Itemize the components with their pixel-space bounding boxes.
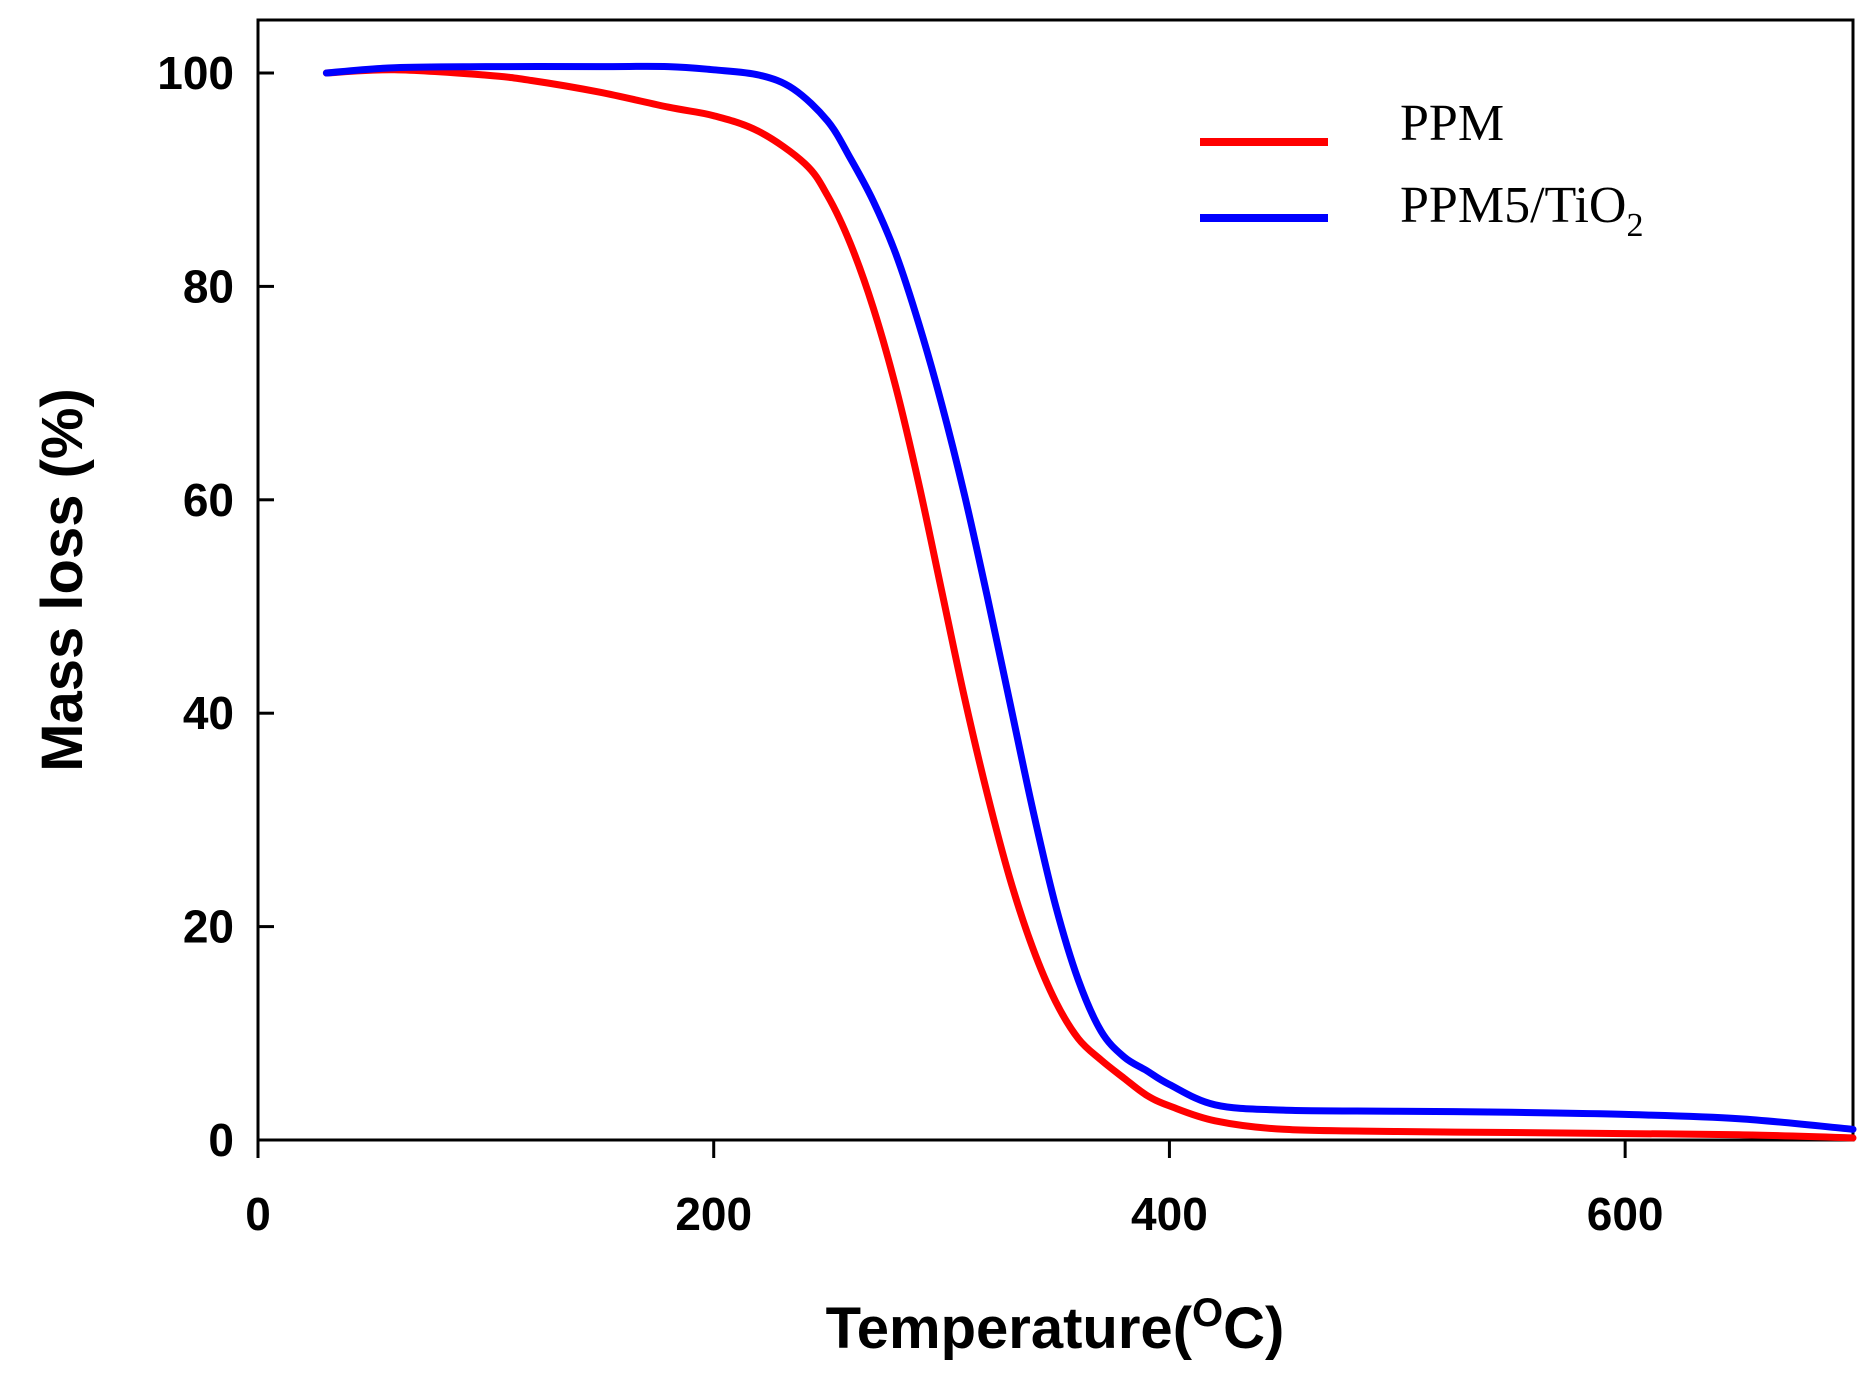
y-tick-label: 40 — [183, 687, 234, 739]
y-tick-label: 60 — [183, 474, 234, 526]
legend-label-ppm-main: PPM — [1400, 95, 1504, 152]
x-tick-label: 200 — [675, 1188, 752, 1240]
plot-frame — [256, 18, 1855, 1142]
series-line-ppm5-tio2 — [322, 62, 1857, 1133]
y-tick-label: 100 — [157, 47, 234, 99]
x-axis-title-suffix: C) — [1223, 1296, 1284, 1361]
series-line-ppm — [322, 66, 1857, 1142]
legend-label-ppm5-tio2-main: PPM5/TiO — [1400, 177, 1626, 234]
legend-label-ppm: PPM — [1400, 95, 1504, 152]
x-axis-title: Temperature(OC) — [826, 1291, 1285, 1361]
series-layer — [322, 62, 1857, 1142]
y-tick-label: 80 — [183, 260, 234, 312]
y-tick-label: 20 — [183, 901, 234, 953]
x-axis-title-superscript: O — [1192, 1291, 1223, 1335]
x-tick-label: 400 — [1131, 1188, 1208, 1240]
y-axis-ticks: 0 20 40 60 80 100 — [157, 47, 274, 1166]
x-tick-label: 600 — [1587, 1188, 1664, 1240]
legend-label-ppm5-tio2: PPM5/TiO2 — [1400, 177, 1643, 244]
y-axis-title: Mass loss (%) — [30, 388, 95, 772]
legend-label-ppm5-tio2-sub: 2 — [1626, 207, 1643, 244]
x-axis-ticks: 0 200 400 600 — [245, 1140, 1664, 1240]
legend: PPM PPM5/TiO2 — [1200, 95, 1643, 244]
x-axis-title-main: Temperature( — [826, 1296, 1193, 1361]
x-tick-label: 0 — [245, 1188, 271, 1240]
y-tick-label: 0 — [208, 1114, 234, 1166]
